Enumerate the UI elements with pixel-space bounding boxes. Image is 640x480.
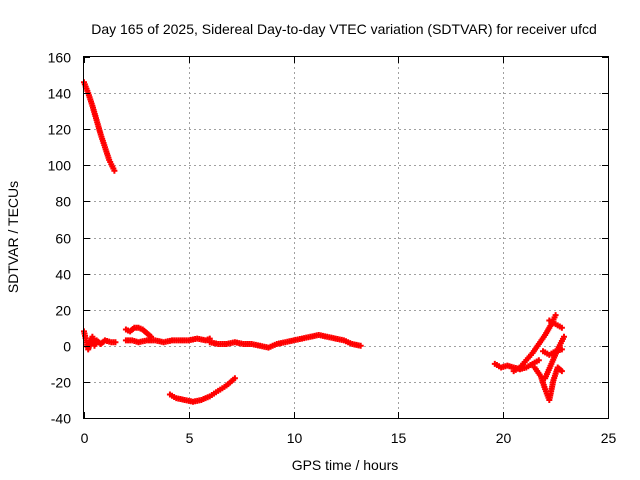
axis-ticks: 0 5 10 15 20 25 -40 -20 0 20 40 60 80 100 120 140 160 [48,50,617,447]
plot-frame [83,56,609,419]
x-tick-label: 5 [186,430,194,446]
y-tick-label: 20 [55,303,71,319]
data-point [112,339,119,346]
x-tick-label: 25 [601,430,617,446]
data-point [231,375,238,382]
y-tick-label: 140 [48,86,72,102]
y-tick-label: 160 [48,50,72,66]
y-axis-label: SDTVAR / TECUs [5,181,21,293]
y-tick-label: 80 [55,194,71,210]
x-tick-label: 10 [287,430,303,446]
y-tick-label: -20 [51,375,71,391]
x-tick-label: 0 [81,430,89,446]
grid [84,57,608,418]
y-tick-label: 40 [55,267,71,283]
x-axis-label: GPS time / hours [292,457,399,473]
data-point [558,324,565,331]
data-point [111,167,118,174]
y-tick-label: 0 [63,339,71,355]
x-tick-label: 20 [496,430,512,446]
data-points [81,79,567,405]
chart-title: Day 165 of 2025, Sidereal Day-to-day VTE… [91,21,597,37]
data-point [535,357,542,364]
x-tick-label: 15 [391,430,407,446]
y-tick-label: 100 [48,158,72,174]
data-point [560,333,567,340]
data-point [357,342,364,349]
data-point [552,312,559,319]
data-point [558,368,565,375]
y-tick-label: 120 [48,122,72,138]
y-tick-label: -40 [51,411,71,427]
y-tick-label: 60 [55,231,71,247]
